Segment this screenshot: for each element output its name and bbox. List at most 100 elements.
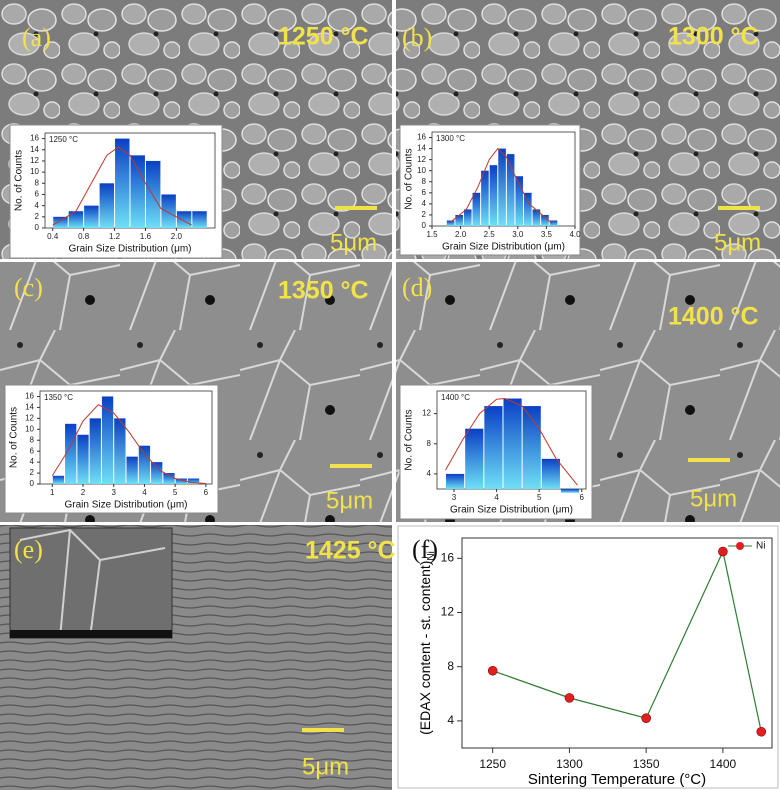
x-tick-label: 3 [452,493,457,502]
inset-title: 1350 °C [44,393,73,402]
inset-title: 1400 °C [441,393,470,402]
y-axis-label: No. of Counts [9,407,20,468]
histogram-bar [131,155,145,228]
y-tick-label: 16 [417,133,426,142]
x-tick-label: 5 [537,493,542,502]
histogram-bar [100,183,114,228]
histogram-bar [503,399,521,489]
y-tick-label: 16 [25,392,34,401]
histogram-bar [481,171,489,226]
y-tick-label: 12 [441,605,455,619]
y-axis-label: No. of Counts [404,148,415,209]
y-tick-label: 16 [441,550,455,564]
histogram-bar [490,165,498,226]
histogram-bar [550,220,558,226]
y-tick-label: 10 [30,167,39,176]
histogram-bar [561,489,579,493]
y-tick-label: 4 [422,199,427,208]
y-tick-label: 6 [422,188,427,197]
x-tick-label: 1300 [556,757,583,771]
temperature-label: 1400 °C [668,303,759,331]
y-tick-label: 2 [30,468,35,477]
histogram-bar [77,435,88,484]
x-tick-label: 0.8 [78,232,90,241]
inset-title: 1250 °C [49,135,78,144]
x-axis-label: Grain Size Distribution (μm) [68,244,191,255]
panel-label: (d) [402,273,432,302]
x-tick-label: 4.0 [569,230,581,239]
y-axis-label-sub: Ni [426,551,437,560]
panel-label: (b) [402,23,432,52]
histogram-bar [464,209,472,226]
scale-bar-label: 5μm [326,487,373,514]
y-tick-label: 8 [30,435,35,444]
x-tick-label: 0.4 [47,232,59,241]
scale-bar-label: 5μm [302,753,349,780]
y-axis-label: No. of Counts [14,150,25,211]
temperature-label: 1350 °C [278,277,369,305]
histogram-bar [114,418,125,484]
x-tick-label: 1250 [479,757,506,771]
histogram-bar [146,161,160,228]
x-tick-label: 6 [580,493,585,502]
data-point [642,714,651,723]
legend-label: Ni [756,541,765,552]
x-tick-label: 1.2 [109,232,121,241]
legend-marker [736,542,744,550]
y-tick-label: 0 [30,479,35,488]
histogram-bar [465,429,483,489]
x-tick-label: 1400 [710,757,737,771]
histogram-bar [192,211,206,228]
y-tick-label: 8 [447,659,454,673]
temperature-label: 1425 °C [305,537,396,565]
x-tick-label: 4 [494,493,499,502]
y-tick-label: 2 [35,212,40,221]
y-tick-label: 12 [30,156,39,165]
y-tick-label: 14 [25,403,34,412]
y-tick-label: 12 [422,409,431,418]
histogram-bar [473,193,481,226]
y-tick-label: 10 [417,166,426,175]
y-axis-label-main: (EDAX content - st. content) [417,561,433,735]
x-tick-label: 2 [81,488,86,497]
x-tick-label: 5 [173,488,178,497]
histogram-bar [115,139,129,228]
histogram-bar [542,459,560,489]
y-tick-label: 4 [447,713,454,727]
panel-label: (c) [14,273,43,302]
x-tick-label: 3.0 [512,230,524,239]
histogram-bar [161,194,175,228]
histogram-bar [447,220,455,226]
y-tick-label: 0 [35,223,40,232]
y-axis-label: No. of Counts [404,409,415,470]
x-axis-label: Grain Size Distribution (μm) [442,242,565,253]
y-tick-label: 10 [25,424,34,433]
panel-label: (e) [14,535,43,564]
x-tick-label: 1.5 [426,230,438,239]
histogram-bar [484,406,502,489]
y-tick-label: 6 [35,190,40,199]
scale-bar-label: 5μm [714,229,761,256]
histogram-bar [498,149,506,226]
x-tick-label: 2.5 [484,230,496,239]
panel-label: (a) [22,23,51,52]
x-tick-label: 6 [204,488,209,497]
page: {"panels": [ {"label": "(a)", "temperatu… [0,0,780,790]
x-tick-label: 1 [50,488,55,497]
y-tick-label: 4 [427,469,432,478]
x-tick-label: 1350 [633,757,660,771]
panel-f [398,526,778,788]
y-tick-label: 14 [417,144,426,153]
temperature-label: 1250 °C [278,23,369,51]
histogram-bar [446,474,464,489]
y-tick-label: 14 [30,145,39,154]
x-tick-label: 4 [142,488,147,497]
scale-bar-label: 5μm [330,229,377,256]
histogram-bar [507,154,515,226]
x-tick-label: 2.0 [455,230,467,239]
y-tick-label: 8 [427,439,432,448]
histogram-bar [139,446,150,484]
data-point [757,727,766,736]
histogram-bar [53,217,67,228]
x-tick-label: 3 [111,488,116,497]
